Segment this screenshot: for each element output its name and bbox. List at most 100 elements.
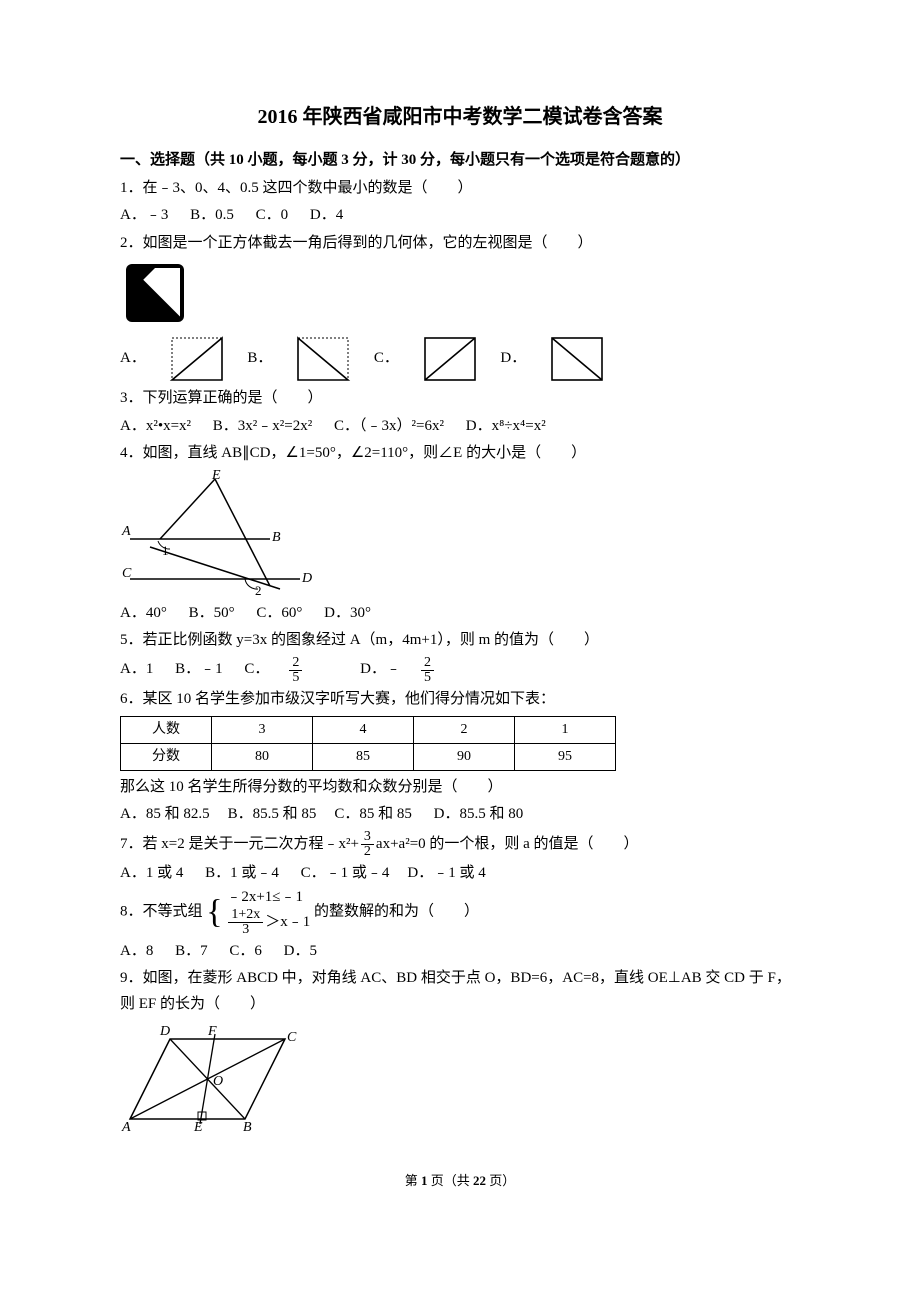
q4-figure: E A B C D 1 2 (120, 469, 800, 599)
q1-opt-b: B．0.5 (190, 207, 234, 223)
question-6: 6．某区 10 名学生参加市级汉字听写大赛，他们得分情况如下表： (120, 687, 800, 713)
q7-opt-c: C．﹣1 或﹣4 (301, 865, 390, 881)
page-footer: 第 1 页（共 22 页） (120, 1170, 800, 1192)
q4-opt-b: B．50° (189, 605, 235, 621)
footer-total: 22 (473, 1173, 486, 1188)
cube-cut-icon (120, 258, 190, 328)
table-row: 人数 3 4 2 1 (121, 717, 616, 744)
q5-opt-c: C．25 (244, 661, 342, 677)
label-B: B (272, 530, 281, 545)
q2-opt-d-label: D． (500, 350, 526, 366)
label-2: 2 (255, 583, 262, 598)
q8-l2-rest: ＞x﹣1 (265, 914, 310, 930)
label-O: O (213, 1074, 223, 1089)
q7-num: 3 (361, 830, 374, 845)
q8-l2-num: 1+2x (228, 908, 263, 923)
footer-text: 第 (405, 1173, 421, 1188)
q8-opt-b: B．7 (175, 943, 208, 959)
q7-opt-a: A．1 或 4 (120, 865, 183, 881)
q6-opt-d: D．85.5 和 80 (434, 806, 524, 822)
footer-text: 页） (486, 1173, 515, 1188)
q6-table: 人数 3 4 2 1 分数 80 85 90 95 (120, 716, 616, 771)
q2-opt-a: A． (120, 350, 229, 366)
table-cell: 4 (313, 717, 414, 744)
q2-opt-a-label: A． (120, 350, 146, 366)
question-7-options: A．1 或 4 B．1 或﹣4 C．﹣1 或﹣4D．﹣1 或 4 (120, 861, 800, 887)
q2-opt-b-icon (294, 334, 352, 384)
q8-opt-d: D．5 (284, 943, 317, 959)
q5-c-num: 2 (289, 656, 302, 671)
question-1-options: A．﹣3 B．0.5 C．0 D．4 (120, 203, 800, 229)
ineq-line-2: 1+2x3＞x﹣1 (226, 908, 310, 937)
q3-opt-d: D．x⁸÷x⁴=x² (466, 418, 546, 434)
label-E: E (193, 1120, 203, 1134)
question-7: 7．若 x=2 是关于一元二次方程﹣x²+32ax+a²=0 的一个根，则 a … (120, 830, 800, 859)
q8-pre: 8．不等式组 (120, 904, 203, 920)
fraction-icon: 32 (361, 830, 374, 859)
label-E: E (211, 469, 221, 483)
q9-diagram: A B C D E F O (120, 1019, 300, 1134)
ineq-line-1: ﹣2x+1≤﹣1 (226, 888, 310, 908)
label-1: 1 (162, 543, 169, 558)
q7-den: 2 (361, 845, 374, 859)
q1-opt-c: C．0 (256, 207, 289, 223)
table-cell: 85 (313, 743, 414, 770)
q5-c-den: 5 (289, 671, 302, 685)
page-title: 2016 年陕西省咸阳市中考数学二模试卷含答案 (120, 100, 800, 134)
q7-pre: 7．若 x=2 是关于一元二次方程﹣x²+ (120, 836, 359, 852)
table-row: 分数 80 85 90 95 (121, 743, 616, 770)
q3-opt-b: B．3x²﹣x²=2x² (213, 418, 312, 434)
fraction-icon: 25 (421, 656, 452, 685)
q8-l2-den: 3 (228, 923, 263, 937)
q5-c-prefix: C． (244, 661, 269, 677)
q2-opt-c-icon (421, 334, 479, 384)
table-cell: 80 (212, 743, 313, 770)
q7-opt-d: D．﹣1 或 4 (407, 865, 485, 881)
question-5: 5．若正比例函数 y=3x 的图象经过 A（m，4m+1），则 m 的值为（ ） (120, 628, 800, 654)
q8-post: 的整数解的和为（ ） (314, 904, 479, 920)
table-cell: 95 (515, 743, 616, 770)
q2-opt-b: B． (247, 350, 356, 366)
question-2: 2．如图是一个正方体截去一角后得到的几何体，它的左视图是（ ） (120, 231, 800, 257)
label-C: C (287, 1030, 297, 1045)
question-9: 9．如图，在菱形 ABCD 中，对角线 AC、BD 相交于点 O，BD=6，AC… (120, 966, 800, 1017)
q8-opt-a: A．8 (120, 943, 153, 959)
question-6-options: A．85 和 82.5 B．85.5 和 85 C．85 和 85 D．85.5 和… (120, 802, 800, 828)
q5-d-num: 2 (421, 656, 434, 671)
q2-figure (120, 258, 800, 328)
q6-opt-c: C．85 和 85 (334, 806, 412, 822)
q2-opt-d: D． (500, 350, 606, 366)
q7-post: ax+a²=0 的一个根，则 a 的值是（ ） (376, 836, 639, 852)
label-B: B (243, 1120, 252, 1134)
label-F: F (207, 1024, 217, 1039)
q2-opt-c: C． (374, 350, 483, 366)
q3-opt-c: C．（﹣3x）²=6x² (334, 418, 444, 434)
q3-opt-a: A．x²•x=x² (120, 418, 191, 434)
q6-opt-a: A．85 和 82.5 (120, 806, 210, 822)
q5-d-den: 5 (421, 671, 434, 685)
q4-opt-d: D．30° (324, 605, 371, 621)
q1-opt-d: D．4 (310, 207, 343, 223)
q1-opt-a: A．﹣3 (120, 207, 168, 223)
question-3: 3．下列运算正确的是（ ） (120, 386, 800, 412)
q2-opt-a-icon (168, 334, 226, 384)
table-cell: 1 (515, 717, 616, 744)
left-brace-icon: { (206, 894, 222, 931)
question-4-options: A．40° B．50° C．60° D．30° (120, 601, 800, 627)
label-A: A (121, 524, 131, 539)
q9-figure: A B C D E F O (120, 1019, 800, 1134)
q6-opt-b: B．85.5 和 85 (228, 806, 317, 822)
inequality-system: ﹣2x+1≤﹣1 1+2x3＞x﹣1 (226, 888, 310, 937)
label-A: A (121, 1120, 131, 1134)
q5-d-prefix: D．﹣ (360, 661, 401, 677)
fraction-icon: 25 (289, 656, 320, 685)
label-D: D (301, 571, 312, 586)
question-3-options: A．x²•x=x² B．3x²﹣x²=2x² C．（﹣3x）²=6x² D．x⁸… (120, 414, 800, 440)
q2-opt-d-icon (548, 334, 606, 384)
table-cell: 90 (414, 743, 515, 770)
q5-opt-a: A．1 (120, 661, 153, 677)
table-cell: 2 (414, 717, 515, 744)
question-6-after: 那么这 10 名学生所得分数的平均数和众数分别是（ ） (120, 775, 800, 801)
q2-opt-c-label: C． (374, 350, 399, 366)
question-5-options: A．1 B．﹣1 C．25 D．﹣25 (120, 656, 800, 685)
